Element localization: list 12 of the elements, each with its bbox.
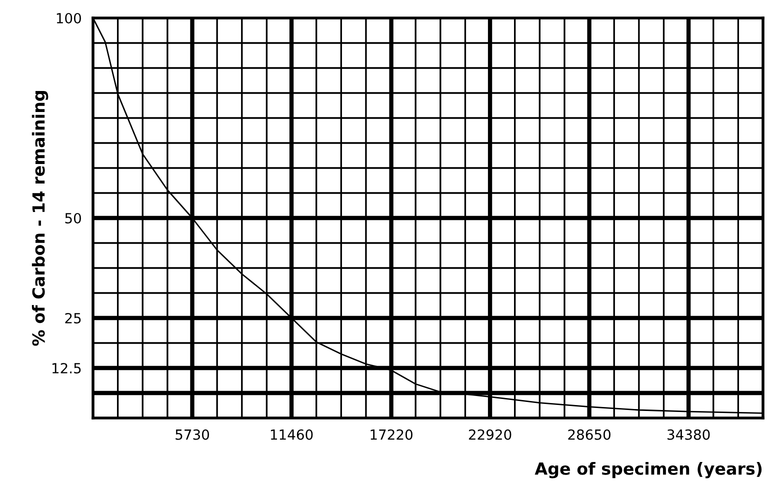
x-tick-label: 34380 [668,429,710,440]
x-axis-title: Age of specimen (years) [534,462,762,478]
y-axis-title: % of Carbon - 14 remaining [32,91,48,346]
y-tick-label: 100 [56,12,81,24]
x-tick-label: 11460 [270,429,313,440]
x-tick-label: 17220 [370,429,412,440]
x-tick-label: 5730 [176,429,210,440]
x-tick-label: 28650 [568,429,610,440]
y-tick-label: 50 [65,212,81,224]
y-tick-label: 12.5 [52,362,81,374]
x-tick-label: 22920 [468,429,512,440]
y-tick-label: 25 [65,312,81,324]
